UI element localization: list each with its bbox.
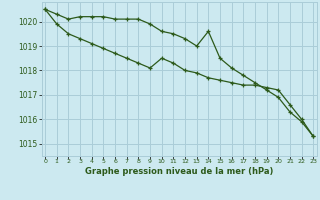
X-axis label: Graphe pression niveau de la mer (hPa): Graphe pression niveau de la mer (hPa) — [85, 167, 273, 176]
